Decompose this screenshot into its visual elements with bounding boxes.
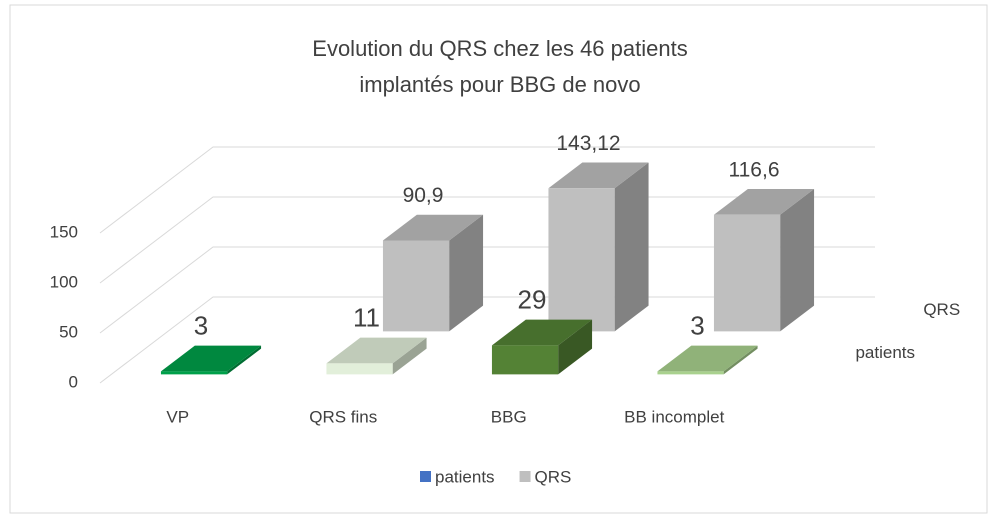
bar-side (614, 162, 649, 332)
data-label: 116,6 (729, 159, 780, 182)
y-tick-label: 150 (50, 222, 78, 241)
bar-top (382, 214, 484, 241)
legend-label: patients (435, 467, 495, 486)
data-label: 3 (194, 310, 208, 340)
bar (326, 337, 427, 375)
bar-top (548, 162, 649, 189)
bar-front (382, 240, 450, 332)
bar-top (657, 345, 758, 372)
x-tick-label: VP (166, 407, 189, 426)
depth-label: QRS (923, 300, 960, 319)
bar (382, 214, 484, 332)
grid-line (99, 246, 875, 334)
y-tick-label: 100 (50, 272, 78, 291)
bar (548, 162, 649, 332)
data-label: 11 (353, 302, 380, 332)
bar-front (713, 214, 781, 332)
x-tick-label: BB incomplet (624, 407, 724, 426)
bar-front (491, 345, 559, 375)
bar-side (392, 337, 427, 375)
y-tick-label: 0 (69, 372, 78, 391)
data-label: 29 (518, 284, 547, 314)
bar-top (491, 319, 593, 346)
bar-front (160, 371, 228, 375)
bar-top (326, 337, 427, 364)
grid-line (99, 296, 875, 384)
bar-side (723, 345, 758, 375)
bar-front (657, 371, 724, 375)
chart-title: Evolution du QRS chez les 46 patients (312, 36, 687, 61)
data-label: 3 (690, 310, 704, 340)
legend-swatch (420, 471, 431, 482)
bar-front (326, 363, 393, 375)
x-tick-label: QRS fins (309, 407, 377, 426)
bar-top (160, 345, 262, 372)
bar-side (558, 319, 593, 375)
grid-line (99, 146, 875, 234)
bar-side (227, 345, 262, 375)
bar-side (449, 214, 484, 332)
bar (713, 189, 815, 332)
grid-line (99, 196, 875, 284)
legend-swatch (519, 471, 531, 482)
x-tick-label: BBG (491, 407, 527, 426)
bar (657, 345, 758, 375)
bar-side (780, 189, 815, 332)
bar (491, 319, 593, 375)
chart-title: implantés pour BBG de novo (359, 72, 640, 97)
y-tick-label: 50 (59, 322, 78, 341)
data-label: 143,12 (556, 132, 620, 155)
bar (160, 345, 262, 375)
bar-front (548, 188, 615, 332)
bar-top (713, 189, 815, 215)
data-label: 90,9 (403, 184, 444, 207)
legend-label: QRS (535, 467, 572, 486)
chart-border (9, 4, 988, 514)
depth-label: patients (855, 343, 915, 362)
